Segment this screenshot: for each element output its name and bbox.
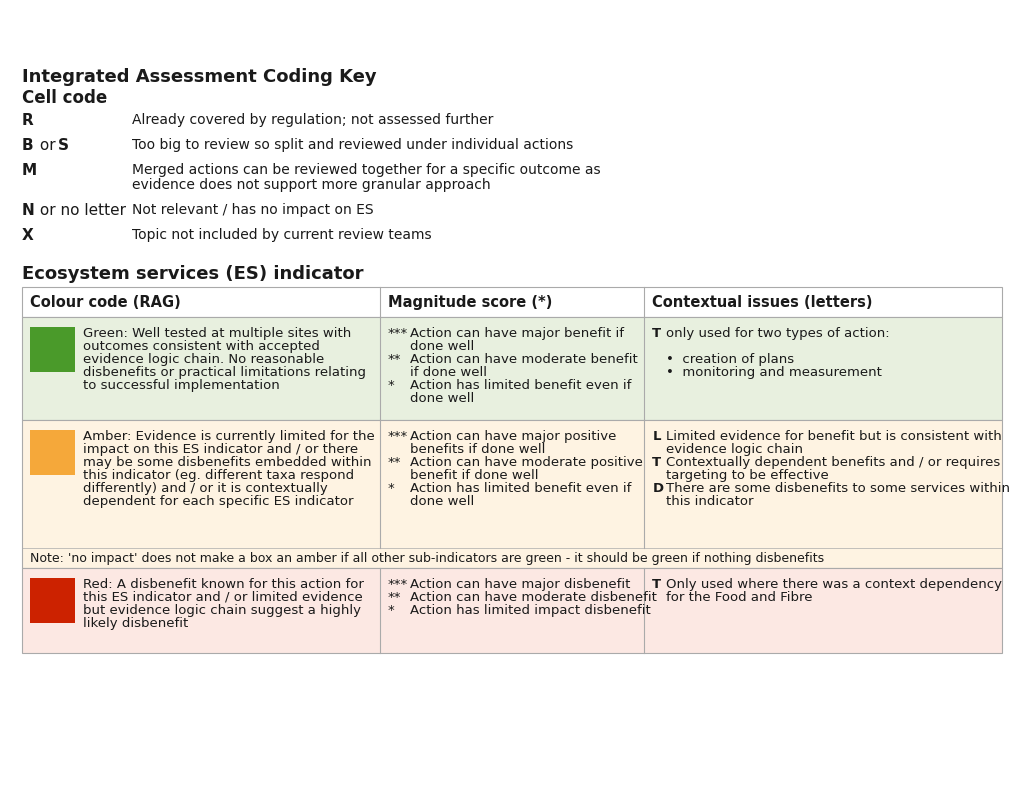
Text: done well: done well [410, 340, 474, 353]
Text: *: * [388, 604, 394, 617]
Text: benefits if done well: benefits if done well [410, 443, 545, 456]
Text: ***: *** [388, 327, 408, 340]
Text: or: or [35, 138, 60, 153]
Text: Magnitude score (*): Magnitude score (*) [388, 295, 552, 310]
Text: Not relevant / has no impact on ES: Not relevant / has no impact on ES [132, 203, 374, 217]
Text: Action can have moderate positive: Action can have moderate positive [410, 456, 643, 469]
Text: S: S [58, 138, 69, 153]
Text: *: * [388, 379, 394, 392]
Text: to successful implementation: to successful implementation [83, 379, 280, 392]
Bar [30, 578, 75, 623]
Text: targeting to be effective: targeting to be effective [667, 469, 829, 482]
Bar [22, 420, 1002, 568]
Text: ***: *** [388, 430, 408, 443]
Text: X: X [22, 228, 34, 243]
Text: this ES indicator and / or limited evidence: this ES indicator and / or limited evide… [83, 591, 362, 604]
Text: done well: done well [410, 495, 474, 508]
Text: **: ** [388, 353, 401, 366]
Text: Limited evidence for benefit but is consistent with: Limited evidence for benefit but is cons… [667, 430, 1002, 443]
Text: if done well: if done well [410, 366, 486, 379]
Text: dependent for each specific ES indicator: dependent for each specific ES indicator [83, 495, 353, 508]
Text: •  monitoring and measurement: • monitoring and measurement [667, 366, 882, 379]
Text: this indicator: this indicator [667, 495, 754, 508]
Text: Action can have major positive: Action can have major positive [410, 430, 616, 443]
Text: impact on this ES indicator and / or there: impact on this ES indicator and / or the… [83, 443, 358, 456]
Text: D: D [652, 482, 664, 495]
Text: B: B [22, 138, 34, 153]
Text: Already covered by regulation; not assessed further: Already covered by regulation; not asses… [132, 113, 494, 127]
Text: L: L [652, 430, 660, 443]
Text: Colour code (RAG): Colour code (RAG) [30, 295, 181, 310]
Bar [30, 430, 75, 475]
Text: Note: 'no impact' does not make a box an amber if all other sub-indicators are g: Note: 'no impact' does not make a box an… [30, 552, 824, 565]
Text: •  creation of plans: • creation of plans [667, 353, 795, 366]
Text: outcomes consistent with accepted: outcomes consistent with accepted [83, 340, 319, 353]
Bar [22, 568, 1002, 653]
Text: R: R [22, 113, 34, 128]
Text: Cell code: Cell code [22, 89, 108, 107]
Text: There are some disbenefits to some services within: There are some disbenefits to some servi… [667, 482, 1011, 495]
Text: done well: done well [410, 392, 474, 405]
Text: Topic not included by current review teams: Topic not included by current review tea… [132, 228, 432, 242]
Text: Action has limited impact disbenefit: Action has limited impact disbenefit [410, 604, 650, 617]
Text: Only used where there was a context dependency: Only used where there was a context depe… [667, 578, 1002, 591]
Text: ***: *** [388, 578, 408, 591]
Text: evidence does not support more granular approach: evidence does not support more granular … [132, 178, 490, 192]
Text: or no letter: or no letter [35, 203, 126, 218]
Text: Ecosystem services (ES) indicator: Ecosystem services (ES) indicator [22, 265, 364, 283]
Text: Action can have major benefit if: Action can have major benefit if [410, 327, 624, 340]
Text: likely disbenefit: likely disbenefit [83, 617, 188, 630]
Text: Too big to review so split and reviewed under individual actions: Too big to review so split and reviewed … [132, 138, 573, 152]
Bar [30, 327, 75, 372]
Text: Integrated Assessment Coding Key: Integrated Assessment Coding Key [22, 68, 377, 86]
Text: may be some disbenefits embedded within: may be some disbenefits embedded within [83, 456, 372, 469]
Text: differently) and / or it is contextually: differently) and / or it is contextually [83, 482, 328, 495]
Text: disbenefits or practical limitations relating: disbenefits or practical limitations rel… [83, 366, 366, 379]
Text: **: ** [388, 591, 401, 604]
Text: Merged actions can be reviewed together for a specific outcome as: Merged actions can be reviewed together … [132, 163, 601, 177]
Text: Contextual issues (letters): Contextual issues (letters) [652, 295, 872, 310]
Text: evidence logic chain: evidence logic chain [667, 443, 803, 456]
Text: this indicator (eg. different taxa respond: this indicator (eg. different taxa respo… [83, 469, 354, 482]
Text: Red: A disbenefit known for this action for: Red: A disbenefit known for this action … [83, 578, 364, 591]
Text: *: * [388, 482, 394, 495]
Text: Action has limited benefit even if: Action has limited benefit even if [410, 482, 631, 495]
Text: N: N [22, 203, 35, 218]
Text: Action can have major disbenefit: Action can have major disbenefit [410, 578, 630, 591]
Text: Amber: Evidence is currently limited for the: Amber: Evidence is currently limited for… [83, 430, 375, 443]
Text: T: T [652, 327, 662, 340]
Text: benefit if done well: benefit if done well [410, 469, 539, 482]
Text: only used for two types of action:: only used for two types of action: [667, 327, 890, 340]
Text: but evidence logic chain suggest a highly: but evidence logic chain suggest a highl… [83, 604, 361, 617]
Text: M: M [22, 163, 37, 178]
Text: Contextually dependent benefits and / or requires: Contextually dependent benefits and / or… [667, 456, 1000, 469]
Bar [22, 287, 1002, 317]
Bar [22, 317, 1002, 420]
Text: evidence logic chain. No reasonable: evidence logic chain. No reasonable [83, 353, 325, 366]
Text: Action can have moderate benefit: Action can have moderate benefit [410, 353, 638, 366]
Text: T: T [652, 456, 662, 469]
Text: for the Food and Fibre: for the Food and Fibre [667, 591, 813, 604]
Text: Action can have moderate disbenefit: Action can have moderate disbenefit [410, 591, 656, 604]
Text: Action has limited benefit even if: Action has limited benefit even if [410, 379, 631, 392]
Text: T: T [652, 578, 662, 591]
Text: Green: Well tested at multiple sites with: Green: Well tested at multiple sites wit… [83, 327, 351, 340]
Text: **: ** [388, 456, 401, 469]
